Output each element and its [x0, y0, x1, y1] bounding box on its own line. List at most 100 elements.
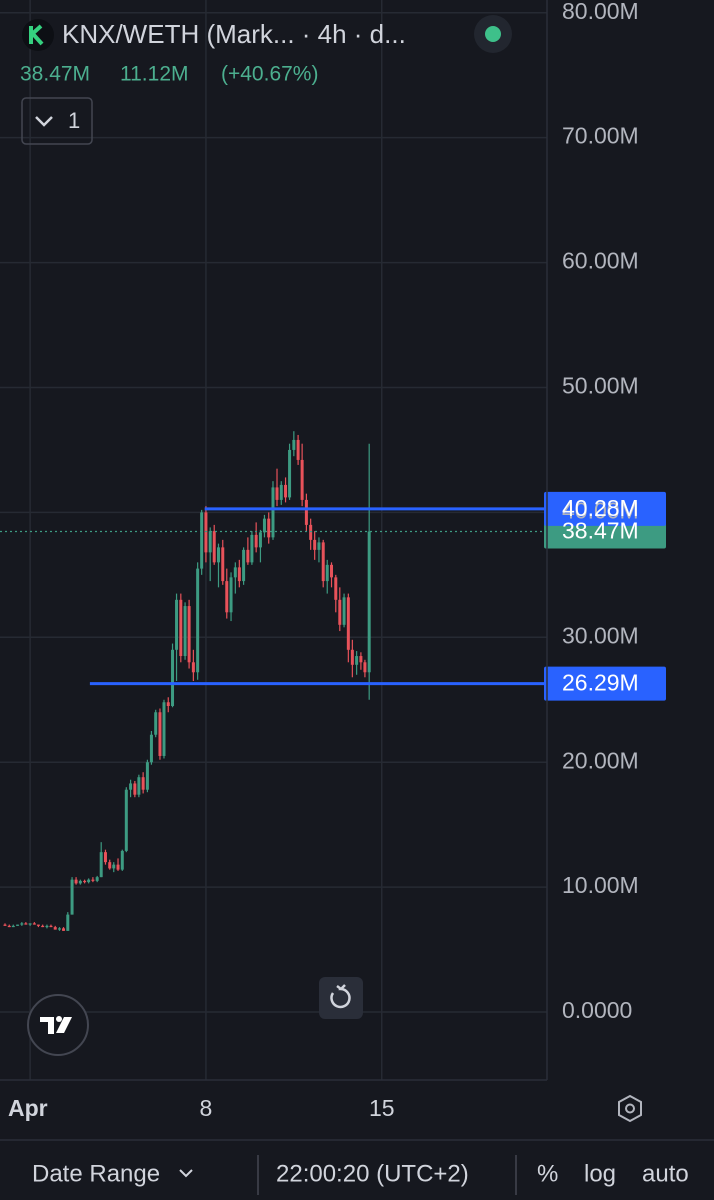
tradingview-logo[interactable] [27, 994, 89, 1056]
candle-body [62, 928, 66, 931]
candle-body [108, 862, 112, 869]
candle-body [32, 923, 36, 925]
x-tick-label: Apr [8, 1095, 48, 1121]
settings-icon-center [625, 1103, 635, 1114]
candle-body [66, 914, 70, 931]
candle-body [237, 567, 241, 582]
tradingview-logo-glyph [40, 1017, 72, 1034]
candle-body [204, 512, 208, 553]
candle-body [359, 656, 363, 663]
candle-body [83, 880, 87, 883]
candle-body [95, 877, 99, 881]
candle-body [300, 459, 304, 500]
candle-body [342, 597, 346, 625]
candle-body [3, 924, 7, 926]
candle-body [103, 852, 107, 863]
candle-body [350, 649, 354, 665]
horizontal-line-label: 40.28M [562, 495, 639, 521]
candle-body [78, 880, 82, 884]
candle-body [258, 532, 262, 548]
candle-body [233, 567, 237, 578]
candle-body [116, 864, 120, 870]
log-toggle[interactable]: log [584, 1160, 616, 1187]
symbol-logo-glyph [29, 24, 44, 46]
candle-body [271, 487, 275, 538]
candle-body [229, 577, 233, 613]
candle-body [49, 925, 53, 928]
candle-body [250, 534, 254, 563]
candle-body [254, 534, 258, 548]
candle-body [171, 649, 175, 707]
candle-body [330, 564, 334, 578]
candle-body [296, 439, 300, 460]
y-tick-label: 20.00M [562, 747, 639, 773]
candle-body [321, 542, 325, 582]
y-tick-label: 0.0000 [562, 997, 632, 1023]
candle-body [36, 924, 40, 926]
candle-body [120, 850, 124, 870]
percent-toggle[interactable]: % [537, 1160, 558, 1187]
candle-body [200, 512, 204, 569]
y-tick-label: 70.00M [562, 123, 639, 149]
candle-body [284, 484, 288, 498]
reset-button[interactable] [319, 977, 363, 1019]
candle-body [24, 923, 28, 925]
auto-toggle[interactable]: auto [642, 1160, 689, 1187]
candle-body [166, 702, 170, 707]
candle-body [162, 702, 166, 756]
candle-body [112, 864, 116, 869]
pane-button[interactable] [21, 97, 93, 145]
candle-body [11, 925, 15, 928]
candle-body [74, 879, 78, 884]
y-tick-label: 80.00M [562, 0, 639, 24]
candle-body [91, 879, 95, 881]
candle-body [183, 606, 187, 657]
candle-body [216, 547, 220, 563]
candle-body [313, 539, 317, 550]
symbol-logo [22, 19, 54, 51]
candle-body [70, 879, 74, 915]
candle-body [129, 783, 133, 790]
date-range-button[interactable]: Date Range [32, 1160, 160, 1187]
candle-body [154, 712, 158, 735]
clock[interactable]: 22:00:20 (UTC+2) [276, 1160, 469, 1187]
y-tick-label: 60.00M [562, 248, 639, 274]
candle-body [346, 597, 350, 650]
candle-body [45, 925, 49, 928]
candle-body [175, 599, 179, 650]
horizontal-line-box [544, 666, 666, 701]
candle-body [304, 499, 308, 525]
tradingview-logo-dot [56, 1016, 62, 1022]
candle-body [20, 923, 24, 925]
candle-body [99, 852, 103, 878]
status-dot [485, 26, 501, 42]
candle-body [225, 581, 229, 613]
candle-body [267, 518, 271, 538]
candle-body [179, 599, 183, 657]
candle-body [338, 599, 342, 625]
candle-body [137, 777, 141, 795]
settings-icon[interactable] [618, 1094, 642, 1123]
candle-body [288, 449, 292, 498]
candle-body [28, 923, 32, 925]
x-tick-label: 8 [200, 1095, 213, 1121]
overlay [0, 491, 666, 701]
candle-body [41, 925, 45, 928]
horizontal-line-label: 26.29M [562, 670, 639, 696]
chart-title[interactable]: KNX/WETH (Mark... · 4h · d... [62, 19, 406, 49]
candle-body [309, 524, 313, 540]
candle-body [7, 925, 11, 928]
horizontal-line-box [544, 491, 666, 526]
candle-body [158, 712, 162, 756]
candle-body [16, 924, 20, 926]
candle-body [242, 549, 246, 582]
candle-body [334, 577, 338, 600]
y-tick-label: 40.00M [562, 497, 639, 523]
candle-body [275, 487, 279, 500]
candle-body [246, 549, 250, 563]
candle-body [191, 662, 195, 673]
y-tick-label: 30.00M [562, 622, 639, 648]
candle-body [292, 439, 296, 450]
